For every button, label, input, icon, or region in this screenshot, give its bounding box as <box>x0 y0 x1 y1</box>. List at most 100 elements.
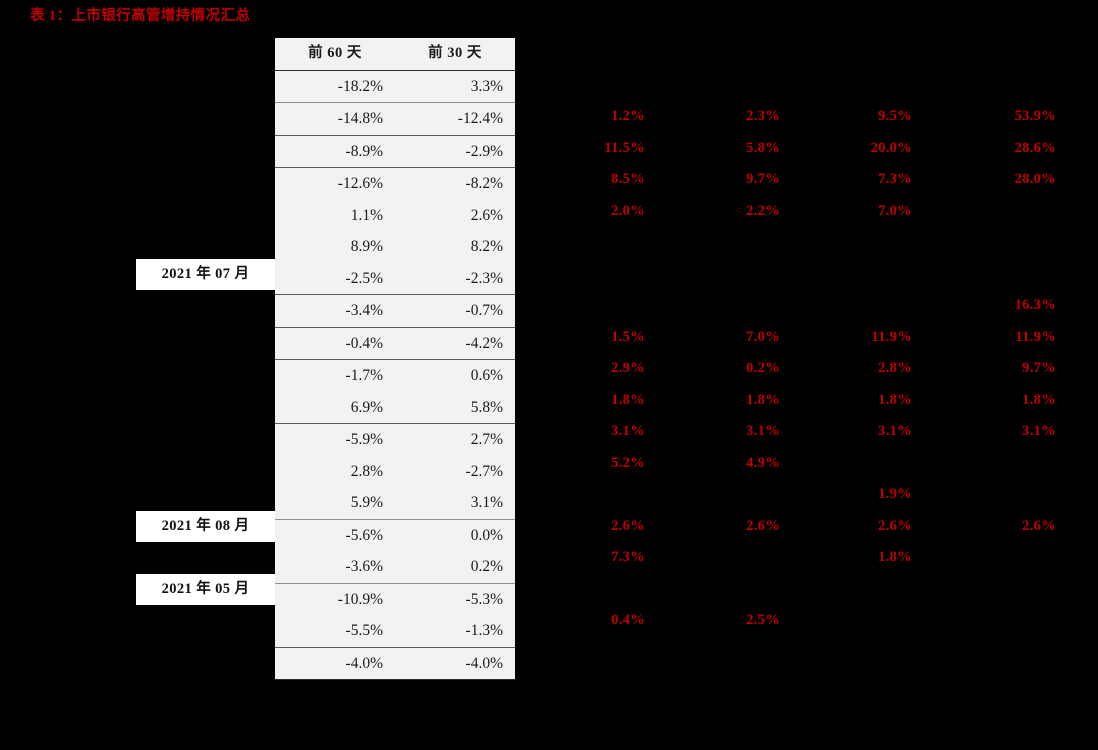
cell-30d: -0.7% <box>395 294 515 328</box>
cell-30d: 8.2% <box>395 231 515 263</box>
cell-30d: -5.3% <box>395 583 515 615</box>
cell-30d: -8.2% <box>395 167 515 200</box>
cell-30d: 2.6% <box>395 199 515 231</box>
table-row: 1.1% 2.6% <box>275 199 515 231</box>
cell-30d: -2.7% <box>395 455 515 487</box>
table-row: 2.8% -2.7% <box>275 455 515 487</box>
date-label: 2021 年 05 月 <box>136 573 275 605</box>
red-value-row: 5.2% 4.9% <box>530 448 1070 480</box>
red-value-row: 11.5% 5.8% 20.0% 28.6% <box>530 133 1070 165</box>
cell-30d: 0.6% <box>395 359 515 392</box>
red-value-cell: 2.5% <box>746 612 780 628</box>
column-header-60d: 前 60 天 <box>275 38 395 71</box>
red-value-cell: 9.7% <box>1022 360 1056 376</box>
red-value-row: 0.4% 2.5% <box>530 605 1070 637</box>
red-value-row: 1.5% 7.0% 11.9% 11.9% <box>530 322 1070 354</box>
table-row: -5.5% -1.3% <box>275 615 515 648</box>
red-value-cell: 1.9% <box>878 486 912 502</box>
table-row: -14.8% -12.4% <box>275 102 515 136</box>
date-label: 2021 年 07 月 <box>136 258 275 290</box>
cell-30d: 3.3% <box>395 70 515 103</box>
red-value-row: 3.1% 3.1% 3.1% 3.1% <box>530 416 1070 448</box>
red-value-cell: 1.8% <box>878 549 912 565</box>
table-row: -3.6% 0.2% <box>275 551 515 584</box>
cell-60d: -2.5% <box>275 262 395 295</box>
red-value-cell: 3.1% <box>611 423 645 439</box>
red-value-cell: 1.5% <box>611 328 645 345</box>
table-row: -2.5% -2.3% <box>275 262 515 295</box>
summary-table: 前 60 天 前 30 天 -18.2% 3.3% -14.8% -12.4% -8.9… <box>275 38 515 680</box>
cell-60d: 5.9% <box>275 487 395 520</box>
red-value-row: 2.6% 2.6% 2.6% 2.6% <box>530 511 1070 543</box>
red-value-cell: 2.9% <box>611 360 645 376</box>
red-value-cell: 2.6% <box>611 517 645 534</box>
red-value-cell: 0.4% <box>611 612 645 628</box>
cell-60d: -12.6% <box>275 167 395 200</box>
table-row: -1.7% 0.6% <box>275 359 515 392</box>
table-header: 前 60 天 前 30 天 <box>275 38 515 71</box>
red-value-cell: 11.9% <box>1015 328 1056 345</box>
table-row: -5.6% 0.0% <box>275 519 515 551</box>
table-row: -0.4% -4.2% <box>275 327 515 360</box>
red-value-cell: 2.6% <box>746 517 780 534</box>
red-value-cell: 4.9% <box>746 454 780 471</box>
cell-30d: -4.0% <box>395 647 515 680</box>
red-value-cell: 2.6% <box>878 517 912 534</box>
cell-30d: 5.8% <box>395 391 515 424</box>
red-values-layer: 1.2% 2.3% 9.5% 53.9% 11.5% 5.8% 20.0% 28.6% 8.5%… <box>0 38 1098 718</box>
red-value-cell: 3.1% <box>746 423 780 439</box>
red-value-cell: 1.2% <box>611 108 645 124</box>
table-row: -12.6% -8.2% <box>275 167 515 200</box>
cell-60d: -10.9% <box>275 583 395 615</box>
red-value-cell: 5.2% <box>611 454 645 471</box>
cell-30d: -4.2% <box>395 327 515 360</box>
red-value-cell: 2.8% <box>878 360 912 376</box>
table-row: 5.9% 3.1% <box>275 487 515 520</box>
cell-60d: -14.8% <box>275 102 395 136</box>
cell-30d: -12.4% <box>395 102 515 136</box>
cell-30d: 2.7% <box>395 423 515 456</box>
red-value-cell: 11.5% <box>604 139 645 156</box>
red-value-cell: 7.0% <box>746 328 780 345</box>
red-value-cell: 0.2% <box>746 360 780 376</box>
cell-60d: -4.0% <box>275 647 395 680</box>
cell-60d: 1.1% <box>275 199 395 231</box>
table-row: -10.9% -5.3% <box>275 583 515 615</box>
red-value-row: 7.3% 1.8% <box>530 542 1070 574</box>
cell-30d: -1.3% <box>395 615 515 648</box>
red-value-cell: 8.5% <box>611 171 645 187</box>
table-row: -4.0% -4.0% <box>275 647 515 680</box>
red-value-cell: 1.8% <box>746 391 780 408</box>
cell-60d: -3.4% <box>275 294 395 328</box>
red-value-cell: 28.6% <box>1014 139 1056 156</box>
red-value-row: 1.9% <box>530 479 1070 511</box>
cell-30d: -2.3% <box>395 262 515 295</box>
cell-60d: -0.4% <box>275 327 395 360</box>
red-value-cell: 9.7% <box>746 171 780 187</box>
cell-30d: -2.9% <box>395 135 515 168</box>
table-header-row: 前 60 天 前 30 天 <box>275 38 515 71</box>
date-label: 2021 年 08 月 <box>136 510 275 542</box>
red-value-cell: 3.1% <box>1022 423 1056 439</box>
table-body: -18.2% 3.3% -14.8% -12.4% -8.9% -2.9% -12.6% -8… <box>275 70 515 680</box>
cell-30d: 3.1% <box>395 487 515 520</box>
table-row: -18.2% 3.3% <box>275 70 515 103</box>
cell-60d: -8.9% <box>275 135 395 168</box>
cell-60d: -5.6% <box>275 519 395 551</box>
red-value-row: 16.3% <box>530 290 1070 322</box>
summary-table-container: 前 60 天 前 30 天 -18.2% 3.3% -14.8% -12.4% -8.9… <box>275 38 515 680</box>
red-value-row: 2.9% 0.2% 2.8% 9.7% <box>530 353 1070 385</box>
red-value-cell: 2.2% <box>746 202 780 219</box>
red-value-cell: 2.3% <box>746 108 780 124</box>
cell-60d: -18.2% <box>275 70 395 103</box>
table-row: -3.4% -0.7% <box>275 294 515 328</box>
cell-60d: 6.9% <box>275 391 395 424</box>
red-value-cell: 2.0% <box>611 202 645 219</box>
red-value-cell: 3.1% <box>878 423 912 439</box>
cell-30d: 0.2% <box>395 551 515 584</box>
cell-30d: 0.0% <box>395 519 515 551</box>
cell-60d: -5.5% <box>275 615 395 648</box>
red-value-cell: 9.5% <box>878 108 912 124</box>
red-value-cell: 7.3% <box>611 549 645 565</box>
red-value-cell: 1.8% <box>1022 391 1056 408</box>
